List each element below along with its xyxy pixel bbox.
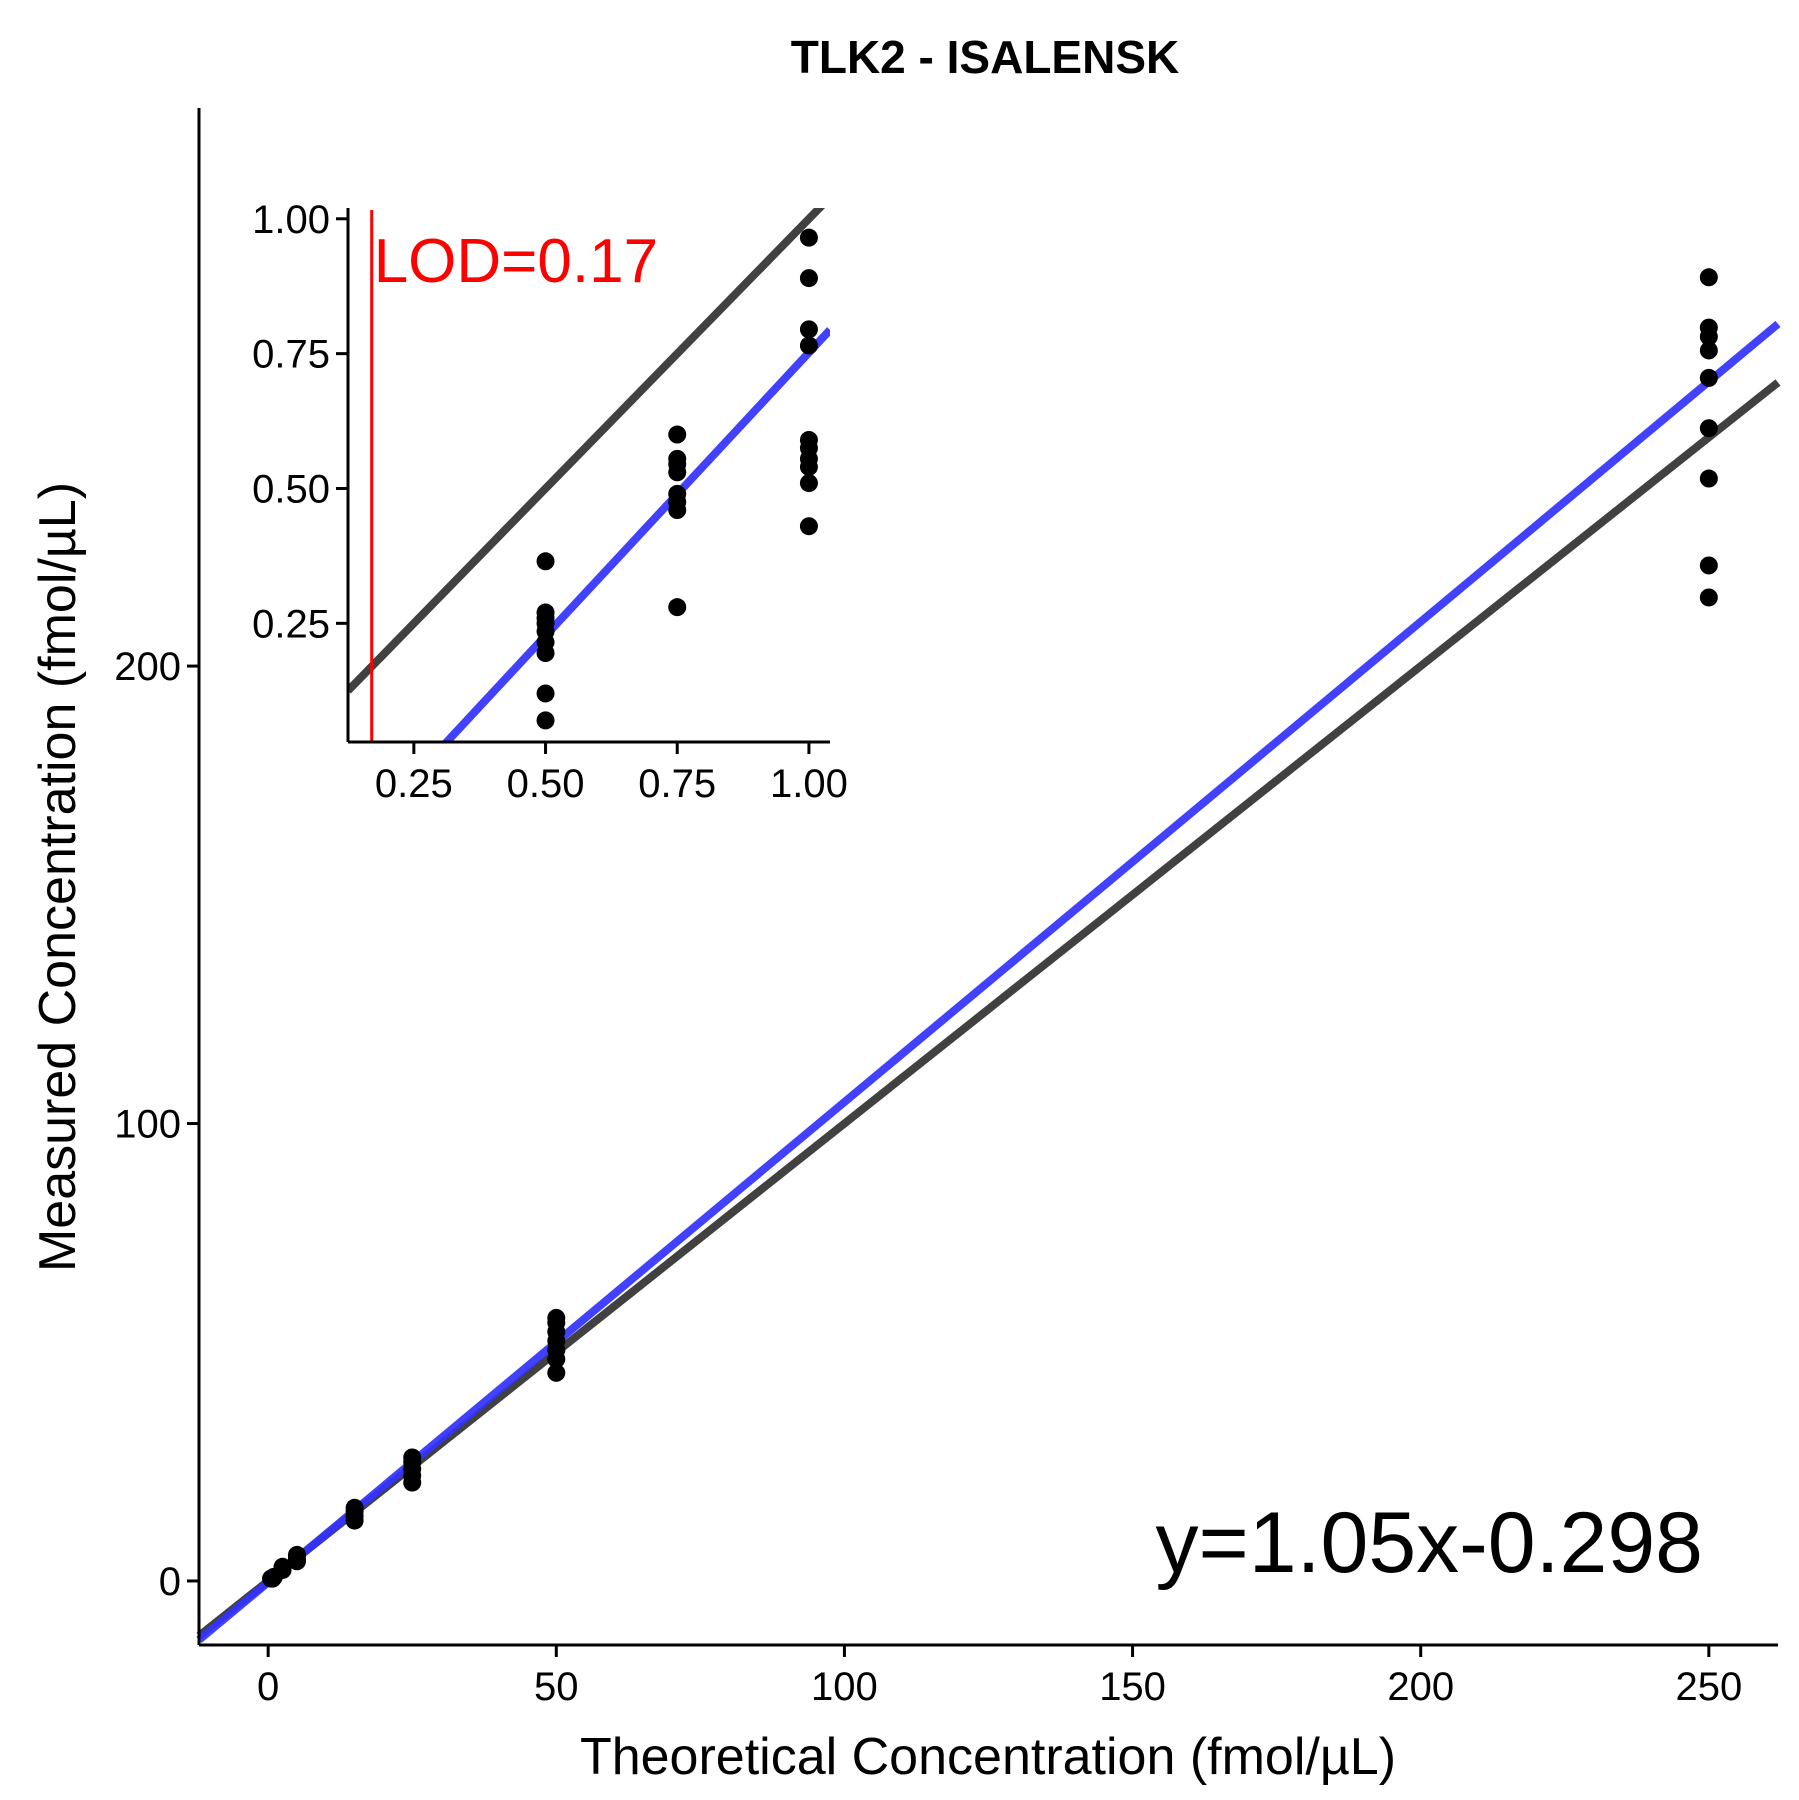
data-point xyxy=(1699,368,1718,387)
data-point xyxy=(536,552,555,571)
data-point xyxy=(345,1498,364,1517)
y-tick-label: 0.50 xyxy=(252,467,330,511)
data-point xyxy=(536,684,555,703)
x-tick-label: 150 xyxy=(1099,1665,1166,1709)
x-tick-label: 1.00 xyxy=(770,762,848,806)
data-point xyxy=(1699,588,1718,607)
data-point xyxy=(799,517,818,536)
data-point xyxy=(799,430,818,449)
x-tick-label: 0.75 xyxy=(638,762,716,806)
data-point xyxy=(668,449,687,468)
y-axis-title: Measured Concentration (fmol/µL) xyxy=(29,482,87,1272)
data-point xyxy=(1699,469,1718,488)
inset-regression-lines xyxy=(348,208,830,742)
fit-line xyxy=(196,320,1781,1644)
inset-background xyxy=(350,205,830,745)
data-point xyxy=(1699,341,1718,360)
data-point xyxy=(799,269,818,288)
y-tick-label: 0.25 xyxy=(252,602,330,646)
data-point xyxy=(1699,318,1718,337)
x-tick-label: 0.50 xyxy=(507,762,585,806)
data-point xyxy=(536,603,555,622)
data-point xyxy=(547,1308,566,1327)
x-tick-label: 0 xyxy=(257,1665,279,1709)
data-point xyxy=(799,474,818,493)
y-tick-label: 0 xyxy=(159,1560,181,1604)
inset-ticks: 0.25 0.50 0.75 1.00 0.25 0.50 0.75 1.00 xyxy=(252,198,848,806)
y-tick-label: 100 xyxy=(114,1103,181,1147)
identity-line xyxy=(196,379,1781,1639)
data-point xyxy=(1699,268,1718,287)
data-point xyxy=(1699,556,1718,575)
x-tick-label: 200 xyxy=(1387,1665,1454,1709)
x-tick-label: 100 xyxy=(811,1665,878,1709)
data-point xyxy=(799,336,818,355)
fit-line xyxy=(441,327,830,742)
data-point xyxy=(273,1557,292,1576)
y-tick-label: 0.75 xyxy=(252,333,330,377)
data-point xyxy=(668,484,687,503)
data-point xyxy=(799,228,818,247)
data-point xyxy=(1699,419,1718,438)
data-point xyxy=(668,598,687,617)
inset-chart: LOD=0.17 0.25 0.50 0.75 1.00 0.25 0.50 0.75 1.0… xyxy=(252,198,848,806)
data-point xyxy=(799,320,818,339)
data-point xyxy=(536,711,555,730)
x-axis-title: Theoretical Concentration (fmol/µL) xyxy=(580,1728,1396,1786)
x-tick-label: 250 xyxy=(1675,1665,1742,1709)
main-data-points xyxy=(262,268,1718,1588)
data-point xyxy=(287,1545,306,1564)
main-ticks: 0 50 100 150 200 250 0 100 200 xyxy=(114,645,1742,1709)
x-tick-label: 50 xyxy=(534,1665,579,1709)
inset-data-points xyxy=(536,228,818,730)
y-tick-label: 1.00 xyxy=(252,198,330,242)
regression-equation: y=1.05x-0.298 xyxy=(1156,1495,1703,1591)
identity-line xyxy=(348,208,826,694)
main-regression-lines xyxy=(196,320,1781,1644)
y-tick-label: 200 xyxy=(114,645,181,689)
chart-title: TLK2 - ISALENSK xyxy=(791,31,1179,83)
x-tick-label: 0.25 xyxy=(375,762,453,806)
data-point xyxy=(403,1448,422,1467)
main-axes xyxy=(197,108,1778,1647)
lod-label: LOD=0.17 xyxy=(374,227,658,296)
data-point xyxy=(547,1363,566,1382)
data-point xyxy=(668,425,687,444)
